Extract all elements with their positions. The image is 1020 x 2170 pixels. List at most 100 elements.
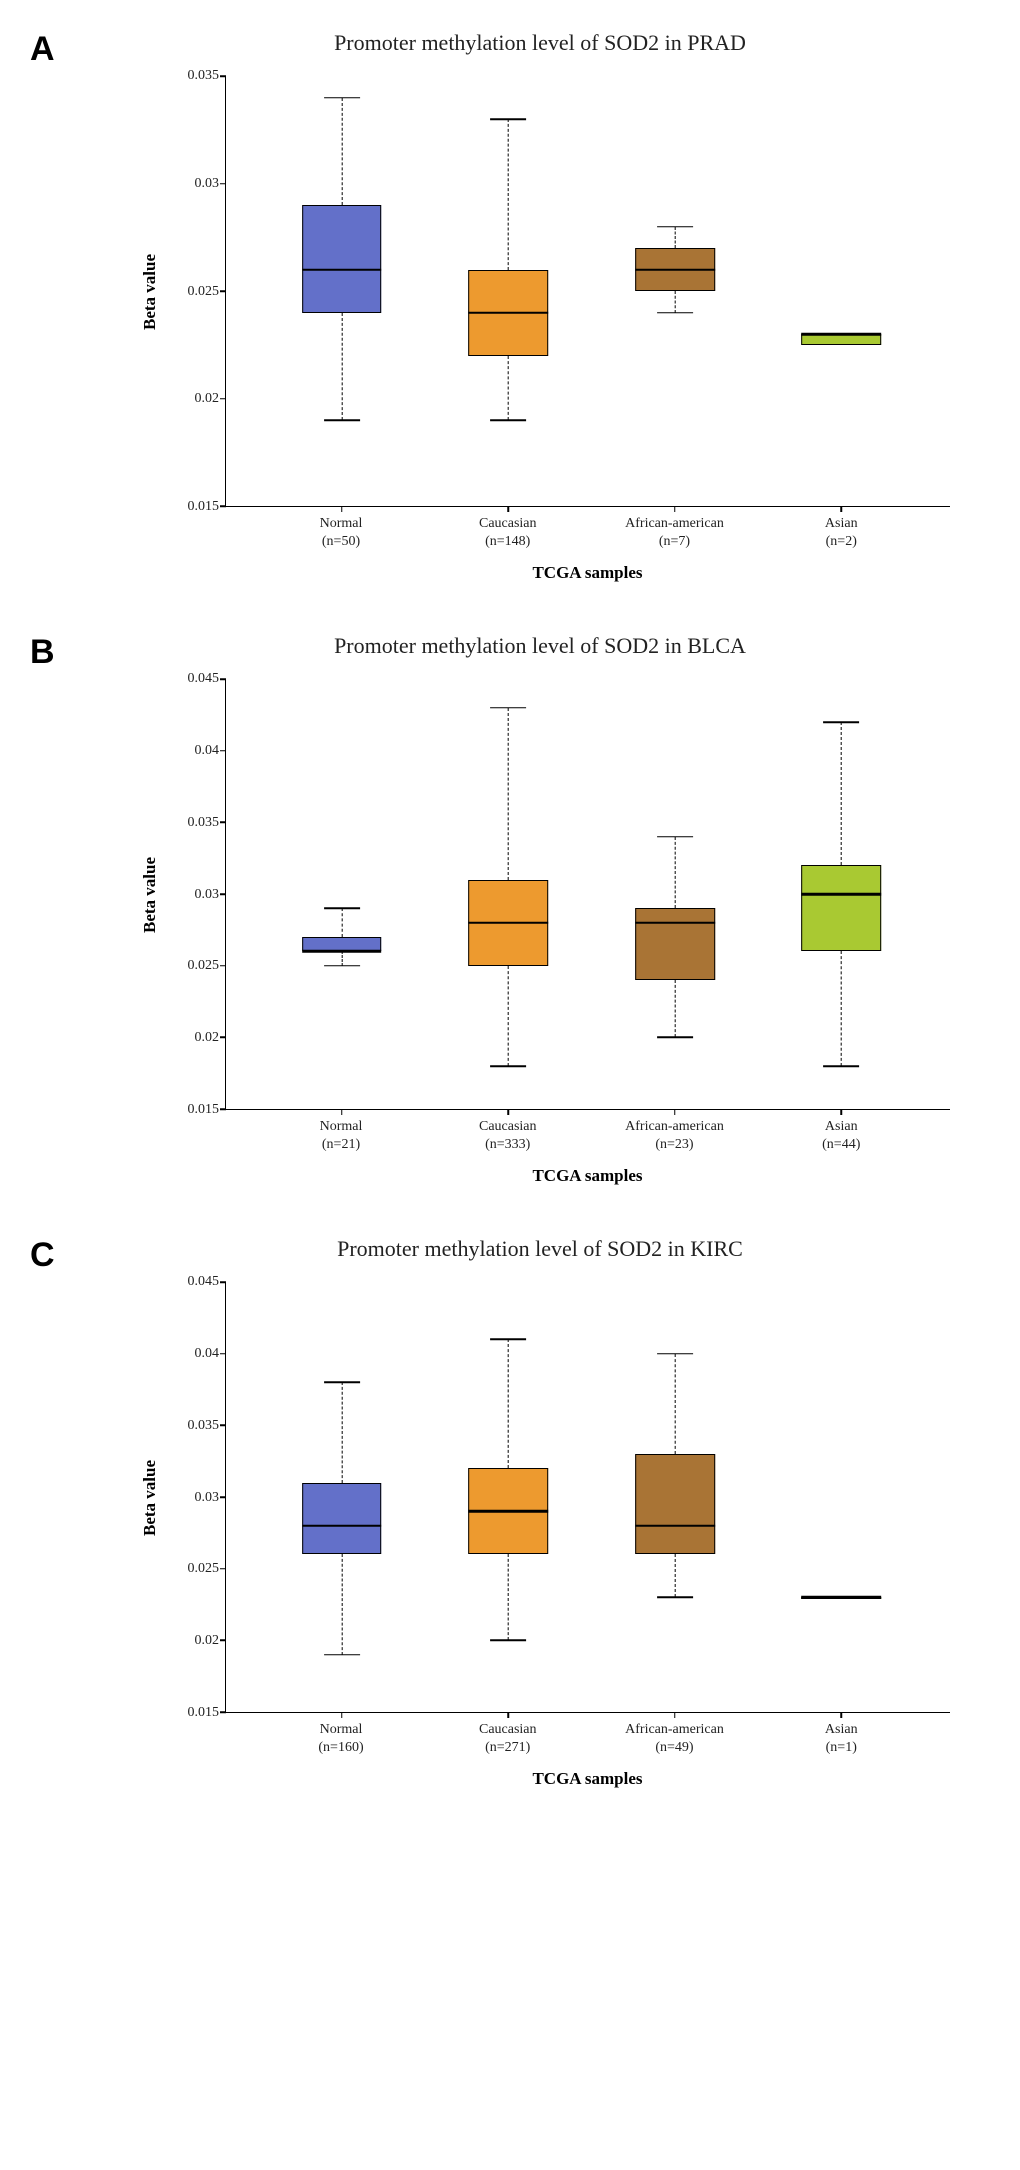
xtick-label: Normal(n=21) [320, 1118, 363, 1154]
ytick-mark [220, 1568, 226, 1570]
xtick-label: African-american(n=23) [625, 1118, 724, 1154]
ytick-label: 0.035 [188, 68, 220, 84]
whisker-lower [341, 1554, 342, 1654]
xticks-row: Normal(n=160)Caucasian(n=271)African-ame… [225, 1713, 950, 1763]
xtick-label: Asian(n=2) [825, 515, 858, 551]
median-line [635, 1524, 715, 1527]
whisker-cap-lower [657, 312, 693, 314]
boxplot-group [469, 679, 549, 1109]
category-label: African-american [625, 1721, 724, 1739]
chart-title: Promoter methylation level of SOD2 in KI… [130, 1236, 950, 1262]
xtick-label: Caucasian(n=271) [479, 1721, 537, 1757]
ytick-mark [220, 75, 226, 77]
plot-row: Beta value0.0150.020.0250.030.0350.040.0… [130, 679, 950, 1110]
whisker-lower [674, 980, 675, 1037]
x-axis-label: TCGA samples [225, 1769, 950, 1789]
plot-row: Beta value0.0150.020.0250.030.035 [130, 76, 950, 507]
median-line [635, 921, 715, 924]
median-line [302, 950, 382, 953]
ytick-label: 0.03 [195, 887, 220, 903]
chart-title: Promoter methylation level of SOD2 in BL… [130, 633, 950, 659]
box-rect [635, 908, 715, 980]
ytick-label: 0.025 [188, 958, 220, 974]
boxplot-group [469, 1282, 549, 1712]
whisker-upper [508, 119, 509, 270]
ytick-label: 0.02 [195, 391, 220, 407]
whisker-cap-lower [657, 1037, 693, 1039]
ytick-label: 0.035 [188, 815, 220, 831]
whisker-upper [674, 837, 675, 909]
boxplot-group [302, 1282, 382, 1712]
ytick-mark [220, 893, 226, 895]
ytick-label: 0.025 [188, 1561, 220, 1577]
box-rect [802, 334, 882, 345]
whisker-cap-lower [657, 1597, 693, 1599]
ytick-label: 0.04 [195, 743, 220, 759]
xticks-row: Normal(n=21)Caucasian(n=333)African-amer… [225, 1110, 950, 1160]
xtick-labels: Normal(n=160)Caucasian(n=271)African-ame… [225, 1713, 950, 1763]
category-n: (n=23) [625, 1136, 724, 1154]
boxplot-group [635, 679, 715, 1109]
category-label: Normal [320, 1118, 363, 1136]
ytick-column: 0.0150.020.0250.030.035 [170, 76, 225, 507]
ytick-column: 0.0150.020.0250.030.0350.040.045 [170, 679, 225, 1110]
category-n: (n=2) [825, 533, 858, 551]
xtick-label: Asian(n=44) [822, 1118, 860, 1154]
panel-a: APromoter methylation level of SOD2 in P… [30, 30, 990, 583]
category-n: (n=1) [825, 1739, 858, 1757]
whisker-upper [341, 98, 342, 206]
ytick-label: 0.03 [195, 176, 220, 192]
ytick-mark [220, 1640, 226, 1642]
whisker-lower [841, 951, 842, 1066]
ytick-label: 0.015 [188, 1102, 220, 1118]
category-label: African-american [625, 1118, 724, 1136]
box-rect [802, 865, 882, 951]
ytick-mark [220, 398, 226, 400]
ytick-mark [220, 290, 226, 292]
category-n: (n=271) [479, 1739, 537, 1757]
whisker-cap-upper [657, 836, 693, 838]
whisker-upper [674, 227, 675, 249]
y-label-cell: Beta value [130, 1282, 170, 1713]
median-line [469, 921, 549, 924]
boxplot-group [469, 76, 549, 506]
category-label: Asian [825, 1721, 858, 1739]
chart-wrap: Promoter methylation level of SOD2 in PR… [130, 30, 950, 583]
xtick-label: Caucasian(n=148) [479, 515, 537, 551]
ytick-label: 0.035 [188, 1418, 220, 1434]
category-n: (n=21) [320, 1136, 363, 1154]
boxplot-group [302, 679, 382, 1109]
category-label: Caucasian [479, 1118, 537, 1136]
ytick-label: 0.015 [188, 1705, 220, 1721]
x-axis-label: TCGA samples [225, 563, 950, 583]
ytick-label: 0.045 [188, 671, 220, 687]
ytick-mark [220, 678, 226, 680]
median-line [302, 1524, 382, 1527]
whisker-cap-lower [324, 1654, 360, 1656]
ytick-label: 0.02 [195, 1633, 220, 1649]
xtick-label: African-american(n=7) [625, 515, 724, 551]
figure-container: APromoter methylation level of SOD2 in P… [0, 0, 1020, 1879]
whisker-cap-upper [490, 118, 526, 120]
category-label: Normal [320, 515, 363, 533]
ytick-mark [220, 1496, 226, 1498]
whisker-upper [508, 1339, 509, 1468]
ytick-mark [220, 183, 226, 185]
category-n: (n=148) [479, 533, 537, 551]
plot-row: Beta value0.0150.020.0250.030.0350.040.0… [130, 1282, 950, 1713]
boxplot-group [802, 679, 882, 1109]
boxplot-group [802, 76, 882, 506]
x-axis-label: TCGA samples [225, 1166, 950, 1186]
ytick-label: 0.02 [195, 1030, 220, 1046]
category-label: Asian [822, 1118, 860, 1136]
whisker-upper [341, 908, 342, 937]
y-label-cell: Beta value [130, 679, 170, 1110]
ytick-mark [220, 1037, 226, 1039]
xtick-label: Normal(n=50) [320, 515, 363, 551]
panel-b: BPromoter methylation level of SOD2 in B… [30, 633, 990, 1186]
plot-area [225, 679, 950, 1110]
whisker-cap-upper [490, 1339, 526, 1341]
whisker-cap-lower [324, 419, 360, 421]
ytick-column: 0.0150.020.0250.030.0350.040.045 [170, 1282, 225, 1713]
whisker-cap-upper [324, 908, 360, 910]
